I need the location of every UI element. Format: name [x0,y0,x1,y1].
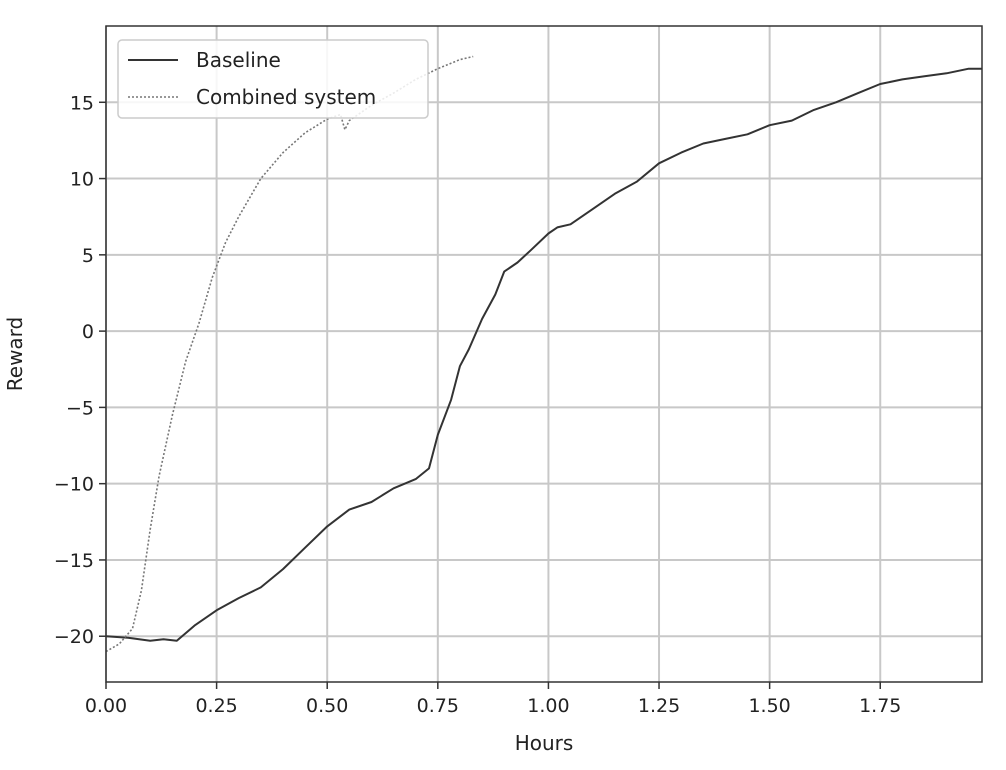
x-tick-label: 1.50 [748,695,790,717]
x-tick-label: 0.75 [417,695,459,717]
y-tick-label: −5 [66,397,94,419]
series-lines [105,55,982,653]
axis-tick-labels: 0.00 0.25 0.50 0.75 1.00 1.25 1.50 1.75 −20 −15 −1… [54,92,902,717]
y-tick-label: −20 [54,626,94,648]
legend: Baseline Combined system [117,39,429,119]
x-tick-label: 1.75 [859,695,901,717]
x-tick-label: 1.25 [638,695,680,717]
x-tick-label: 0.50 [306,695,348,717]
x-tick-label: 0.00 [85,695,127,717]
legend-label-combined-system: Combined system [196,85,376,109]
legend-box [117,39,429,119]
grid [105,26,982,682]
series-line-baseline [105,67,982,642]
y-tick-label: 15 [70,92,94,114]
x-tick-label: 1.00 [527,695,569,717]
x-tick-label: 0.25 [195,695,237,717]
legend-label-baseline: Baseline [196,48,281,72]
y-tick-label: −15 [54,550,94,572]
plot-frame [105,25,983,683]
axis-ticks [99,101,881,689]
y-tick-label: 0 [82,321,94,343]
y-tick-label: −10 [54,474,94,496]
y-tick-label: 5 [82,245,94,267]
y-axis-label: Reward [3,317,27,391]
y-tick-label: 10 [70,169,94,191]
x-axis-label: Hours [515,731,574,755]
